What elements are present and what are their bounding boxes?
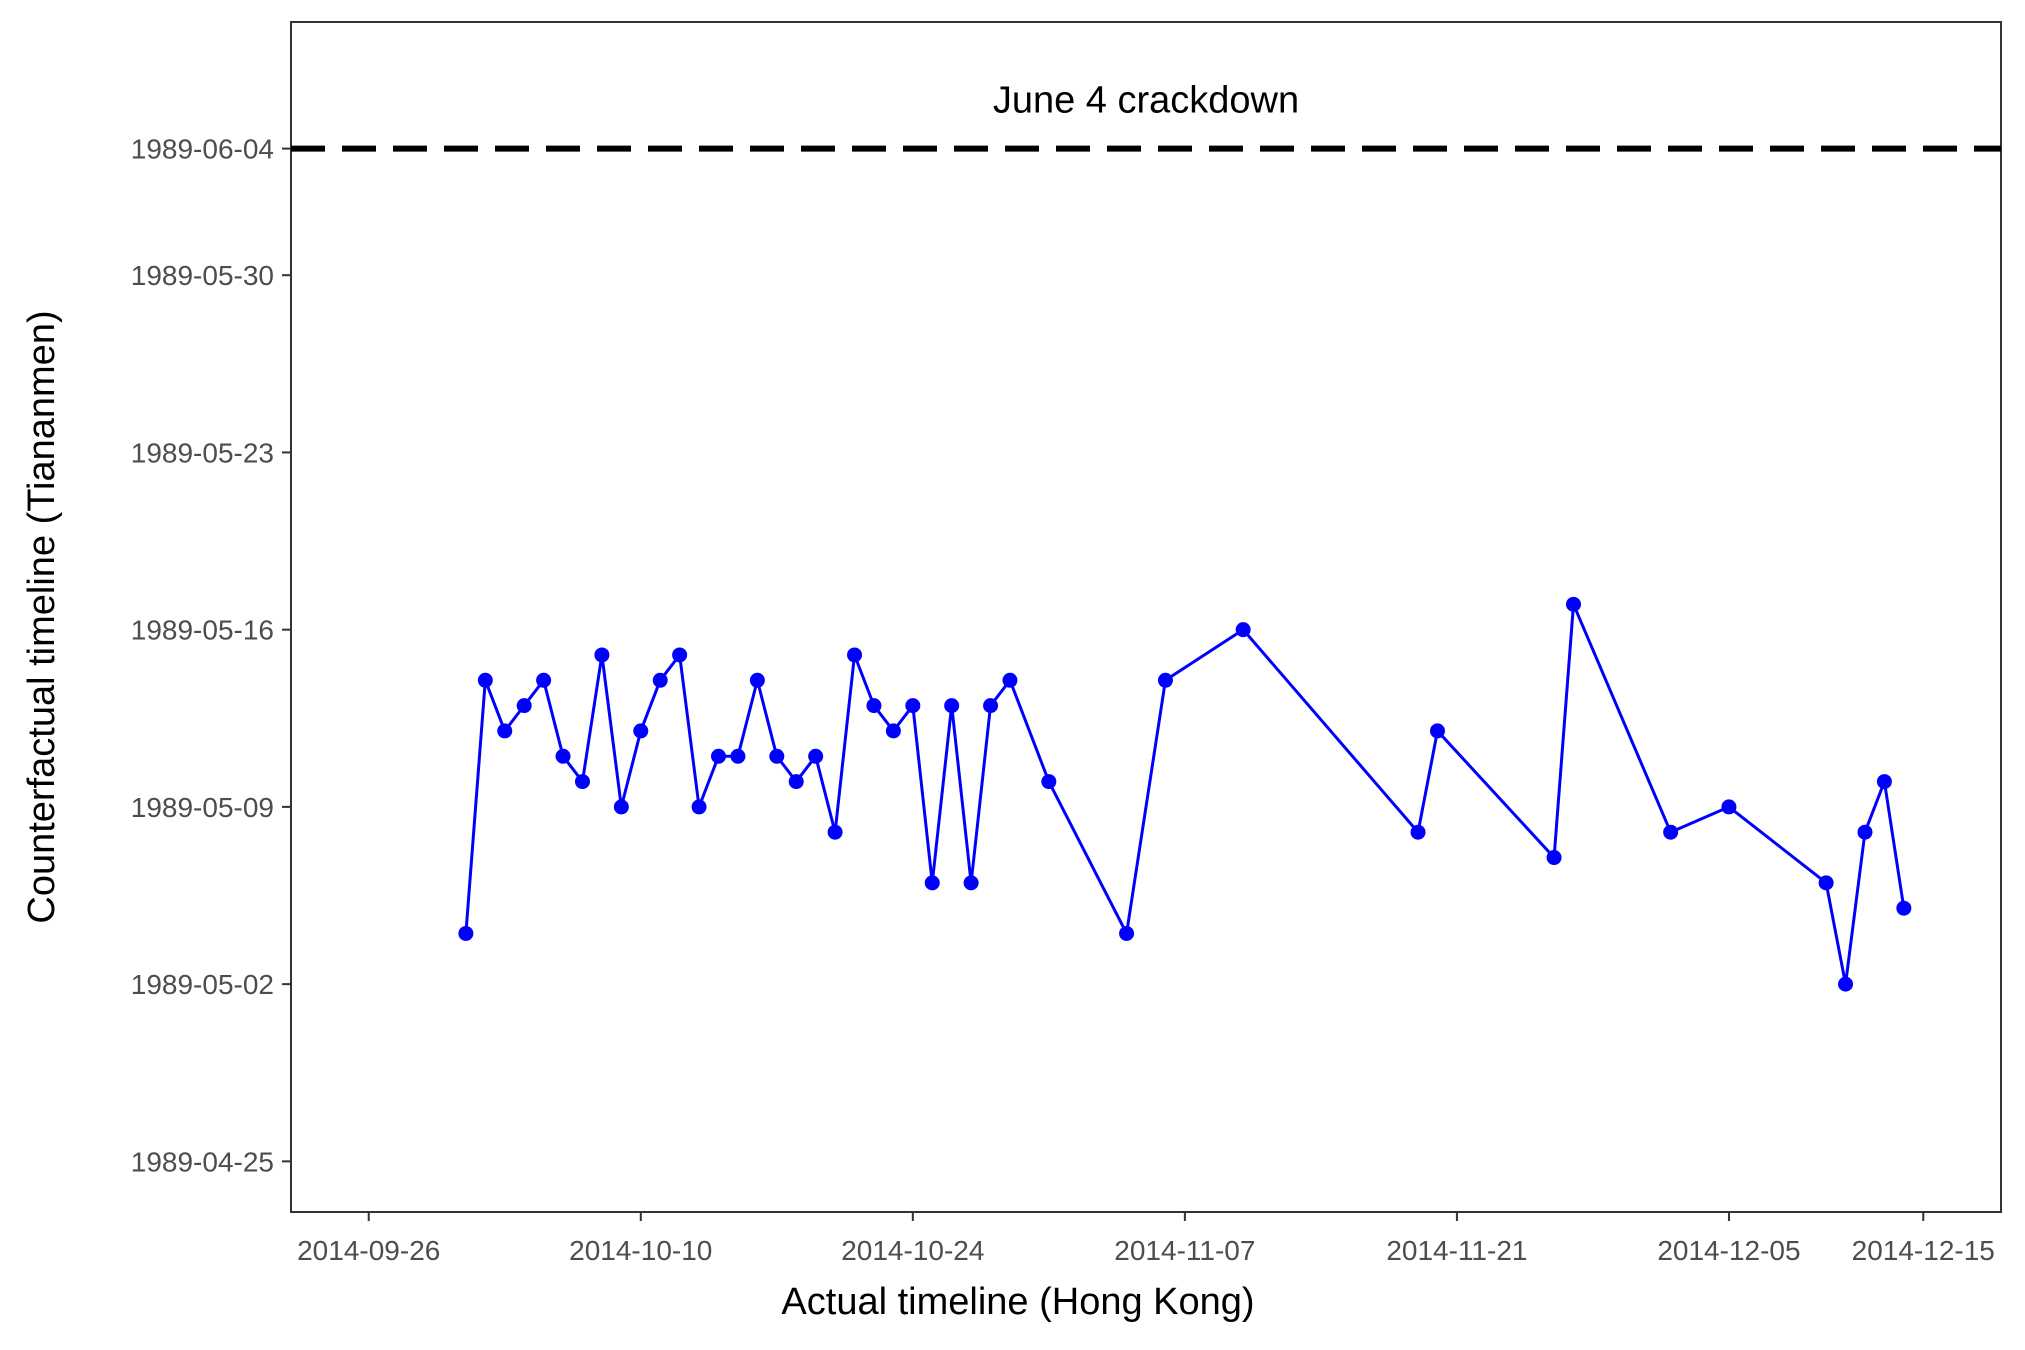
- data-point: [477, 672, 493, 688]
- data-point: [963, 875, 979, 891]
- data-point: [1235, 622, 1251, 638]
- x-tick-label: 2014-10-10: [569, 1235, 712, 1266]
- data-point: [1721, 799, 1737, 815]
- y-tick-label: 1989-05-30: [131, 260, 274, 291]
- data-point: [633, 723, 649, 739]
- y-tick-label: 1989-05-23: [131, 437, 274, 468]
- x-axis-title: Actual timeline (Hong Kong): [781, 1281, 1254, 1323]
- plot-panel-border: [290, 21, 2002, 1213]
- data-point: [1546, 850, 1562, 866]
- reference-line-layer: June 4 crackdown: [291, 80, 2001, 152]
- june-4-annotation: June 4 crackdown: [993, 80, 1299, 122]
- y-tick-label: 1989-05-02: [131, 969, 274, 1000]
- data-point: [730, 748, 746, 764]
- data-point: [458, 925, 474, 941]
- data-point: [1663, 824, 1679, 840]
- data-point: [1157, 672, 1173, 688]
- data-point: [536, 672, 552, 688]
- data-point: [866, 698, 882, 714]
- data-point: [516, 698, 532, 714]
- data-point: [1818, 875, 1834, 891]
- data-point: [924, 875, 940, 891]
- data-point: [749, 672, 765, 688]
- y-axis-title: Counterfactual timeline (Tiananmen): [21, 310, 63, 923]
- data-point: [1876, 774, 1892, 790]
- series-layer: [458, 596, 1912, 992]
- x-tick-label: 2014-11-07: [1114, 1235, 1255, 1266]
- data-point: [885, 723, 901, 739]
- data-point: [788, 774, 804, 790]
- x-tick-label: 2014-12-05: [1657, 1235, 1800, 1266]
- series-line: [464, 602, 1906, 986]
- x-axis: 2014-09-26 2014-10-10 2014-10-24 2014-11-07…: [297, 1212, 1995, 1266]
- data-point: [555, 748, 571, 764]
- data-point: [1857, 824, 1873, 840]
- data-point: [1429, 723, 1445, 739]
- data-point: [652, 672, 668, 688]
- data-point: [1119, 925, 1135, 941]
- data-point: [691, 799, 707, 815]
- x-tick-label: 2014-10-24: [841, 1235, 984, 1266]
- data-point: [1002, 672, 1018, 688]
- data-point: [944, 698, 960, 714]
- y-tick-label: 1989-04-25: [131, 1146, 274, 1177]
- x-tick-label: 2014-11-21: [1386, 1235, 1527, 1266]
- y-axis: 1989-04-25 1989-05-02 1989-05-09 1989-05-16…: [131, 134, 291, 1177]
- x-tick-label: 2014-09-26: [297, 1235, 440, 1266]
- data-point: [808, 748, 824, 764]
- data-point: [1566, 596, 1581, 612]
- data-point: [594, 647, 610, 663]
- data-point: [983, 698, 999, 714]
- data-point: [711, 748, 726, 764]
- data-point: [574, 774, 590, 790]
- data-point: [497, 723, 513, 739]
- data-point: [1410, 824, 1426, 840]
- data-point: [769, 748, 785, 764]
- data-point: [827, 824, 843, 840]
- y-tick-label: 1989-05-16: [131, 615, 274, 646]
- data-point: [1041, 774, 1057, 790]
- data-point: [672, 647, 688, 663]
- data-point: [1896, 900, 1912, 916]
- data-point: [905, 698, 921, 714]
- data-point: [1838, 976, 1854, 992]
- y-tick-label: 1989-06-04: [131, 134, 274, 165]
- data-point: [613, 799, 629, 815]
- data-point: [847, 647, 863, 663]
- x-tick-label: 2014-12-15: [1852, 1235, 1995, 1266]
- y-tick-label: 1989-05-09: [131, 792, 274, 823]
